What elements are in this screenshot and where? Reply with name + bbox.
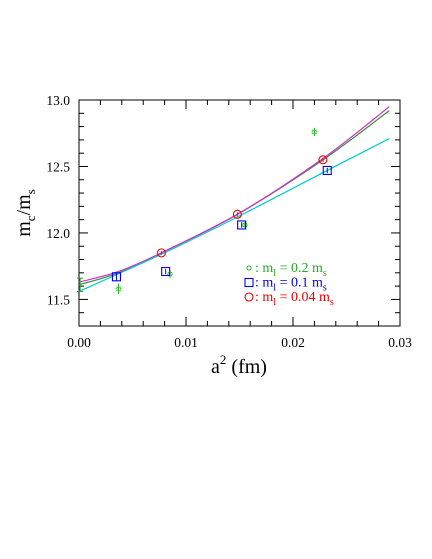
data-point: [114, 283, 123, 295]
x-tick-label: 0.02: [281, 335, 305, 350]
fit-magenta-line: [78, 106, 390, 283]
square-marker: [244, 277, 254, 288]
burst-marker: [114, 284, 123, 293]
circle-marker: [232, 209, 242, 219]
legend-entry-s02: : ml = 0.2 ms: [245, 261, 327, 279]
y-tick-label: 13.0: [46, 93, 70, 108]
fit-green-line: [78, 110, 390, 286]
legend-entry-s004: : ml = 0.04 ms: [244, 290, 334, 308]
x-tick-label: 0.01: [174, 335, 198, 350]
fit-cyan-line: [78, 138, 390, 292]
x-tick-label: 0.03: [388, 335, 412, 350]
burst-marker: [310, 127, 319, 136]
y-axis-title-m2: m: [13, 194, 35, 210]
y-axis-title-m1: m: [13, 221, 35, 237]
legend-entry-s01: : ml = 0.1 ms: [244, 276, 327, 294]
plot-area-frame: [78, 99, 401, 327]
square-marker: [161, 266, 171, 277]
data-point: [161, 266, 171, 277]
series-s004: [156, 155, 328, 258]
x-axis-title-unit: (fm): [226, 356, 267, 378]
intercept-point: [77, 277, 83, 292]
y-axis-title: mc/ms: [13, 189, 38, 237]
axis-ticks: [78, 99, 401, 327]
y-tick-label: 12.0: [46, 226, 70, 241]
legend-label: : ml = 0.2 ms: [255, 261, 327, 279]
data-point: [318, 155, 328, 165]
circle-marker: [318, 155, 328, 165]
x-axis-title-sup: 2: [220, 352, 227, 367]
data-point: [156, 248, 166, 258]
circle-marker: [156, 248, 166, 258]
y-axis-title-sub2: s: [23, 189, 38, 194]
series-s01: [111, 165, 332, 282]
data-points: [77, 127, 332, 295]
y-axis-title-sub1: c: [23, 215, 38, 221]
data-point: [237, 220, 247, 230]
burst-marker: [245, 264, 253, 272]
y-tick-label: 11.5: [47, 292, 70, 307]
data-point: [322, 165, 332, 176]
x-axis-title-base: a: [211, 356, 220, 378]
square-marker: [322, 165, 332, 176]
data-point: [111, 272, 121, 282]
x-axis-title: a2 (fm): [211, 352, 267, 378]
legend-label: : ml = 0.04 ms: [255, 290, 334, 308]
fit-curves: [78, 106, 390, 292]
square-marker: [111, 272, 121, 282]
data-point: [232, 209, 242, 219]
square-marker: [237, 220, 247, 230]
legend: : ml = 0.2 ms: ml = 0.1 ms: ml = 0.04 ms: [244, 261, 334, 308]
tick-labels: 0.00 0.01 0.02 0.03 11.5 12.0 12.5 13.0: [46, 93, 412, 350]
circle-marker: [244, 292, 254, 302]
y-tick-label: 12.5: [46, 159, 70, 174]
legend-label: : ml = 0.1 ms: [255, 276, 327, 294]
data-point: [310, 127, 319, 136]
x-tick-label: 0.00: [67, 335, 91, 350]
y-axis-title-slash: /: [13, 209, 35, 215]
